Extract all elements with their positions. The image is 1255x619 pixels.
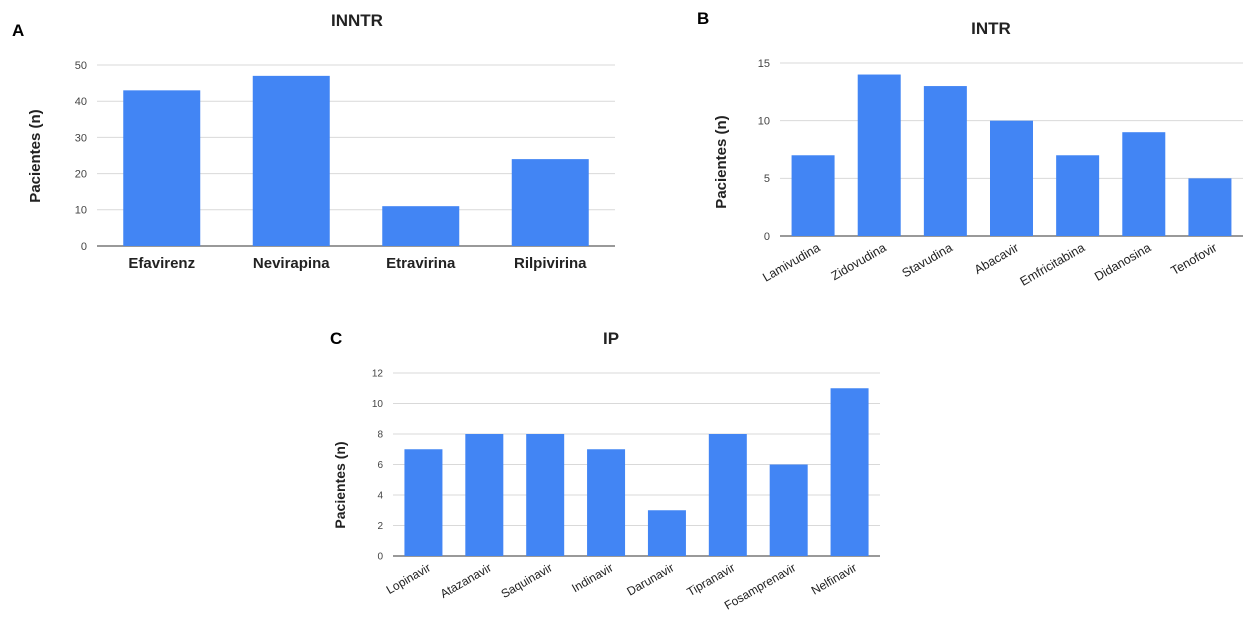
x-tick-label-c-atazanavir: Atazanavir (438, 560, 494, 600)
x-tick-label-b-zidovudina: Zidovudina (829, 240, 889, 283)
bar-b-lamivudina (791, 155, 835, 236)
y-tick-label-c-2: 4 (377, 491, 383, 502)
x-tick-label-c-indinavir: Indinavir (569, 560, 615, 595)
chart-panel-b: B INTR Pacientes (n) 0 5 10 15 Lamivudina Zi… (697, 9, 1243, 289)
bar-a-nevirapina (252, 75, 330, 246)
chart-title-b: INTR (971, 19, 1011, 38)
bar-c-nelfinavir (830, 388, 869, 556)
y-tick-label-c-4: 8 (377, 430, 383, 441)
chart-panel-c: C IP Pacientes (n) 0 2 4 6 8 10 12 Lopinavir At… (330, 329, 880, 613)
bar-c-atazanavir (465, 434, 504, 556)
x-tick-label-a-rilpivirina: Rilpivirina (514, 255, 587, 272)
y-tick-label-b-3: 15 (758, 58, 770, 70)
x-ticks-c: Lopinavir Atazanavir Saquinavir Indinavir Da… (384, 560, 859, 612)
bar-c-darunavir (647, 510, 686, 556)
bar-b-zidovudina (857, 74, 901, 237)
panel-letter-b: B (697, 9, 709, 28)
bar-a-efavirenz (123, 90, 201, 246)
x-tick-label-a-efavirenz: Efavirenz (128, 255, 195, 272)
bar-c-fosamprenavir (769, 464, 808, 556)
x-tick-label-a-nevirapina: Nevirapina (253, 255, 330, 272)
x-tick-label-c-darunavir: Darunavir (624, 560, 676, 598)
bar-c-lopinavir (404, 449, 443, 556)
chart-panel-a: A INNTR Pacientes (n) 0 10 20 30 40 50 Efavir… (12, 11, 615, 272)
y-tick-label-a-1: 10 (75, 205, 87, 217)
y-tick-label-a-3: 30 (75, 132, 87, 144)
y-axis-label-c: Pacientes (n) (332, 441, 348, 528)
bars-c (404, 388, 869, 556)
x-tick-label-c-lopinavir: Lopinavir (384, 560, 433, 596)
x-tick-label-b-lamivudina: Lamivudina (760, 240, 822, 284)
x-ticks-a: Efavirenz Nevirapina Etravirina Rilpivirina (128, 255, 587, 272)
y-tick-label-c-5: 10 (372, 399, 384, 410)
y-tick-label-c-3: 6 (377, 460, 383, 471)
bars-b (791, 74, 1232, 237)
bar-c-saquinavir (526, 434, 565, 556)
y-tick-label-a-4: 40 (75, 96, 87, 108)
x-tick-label-b-stavudina: Stavudina (900, 240, 955, 280)
x-tick-label-c-nelfinavir: Nelfinavir (809, 560, 859, 597)
x-tick-label-b-abacavir: Abacavir (972, 240, 1021, 276)
y-tick-label-a-0: 0 (81, 241, 87, 253)
x-tick-label-a-etravirina: Etravirina (386, 255, 456, 272)
bar-c-tipranavir (708, 434, 747, 556)
y-tick-label-b-2: 10 (758, 116, 770, 128)
x-tick-label-c-tipranavir: Tipranavir (684, 560, 737, 599)
chart-title-a: INNTR (331, 11, 383, 30)
bar-b-abacavir (990, 120, 1033, 236)
y-tick-label-c-1: 2 (377, 521, 383, 532)
bars-a (123, 75, 589, 246)
y-tick-label-c-6: 12 (372, 369, 384, 380)
y-ticks-c: 0 2 4 6 8 10 12 (372, 369, 384, 563)
panel-letter-c: C (330, 329, 342, 348)
chart-title-c: IP (603, 329, 619, 348)
bar-a-rilpivirina (511, 159, 589, 246)
y-tick-label-b-1: 5 (764, 173, 770, 185)
y-tick-label-c-0: 0 (377, 552, 383, 563)
y-tick-label-b-0: 0 (764, 231, 770, 243)
bar-c-indinavir (587, 449, 626, 556)
x-tick-label-b-didanosina: Didanosina (1092, 240, 1153, 283)
y-axis-label-a: Pacientes (n) (27, 109, 44, 202)
y-axis-label-b: Pacientes (n) (713, 115, 730, 208)
y-tick-label-a-2: 20 (75, 168, 87, 180)
bar-b-didanosina (1122, 132, 1166, 236)
x-tick-label-b-emfricitabina: Emfricitabina (1018, 240, 1088, 288)
y-tick-label-a-5: 50 (75, 60, 87, 72)
bar-b-emfricitabina (1056, 155, 1100, 236)
bar-a-etravirina (382, 206, 460, 246)
bar-b-tenofovir (1188, 178, 1232, 236)
x-tick-label-b-tenofovir: Tenofovir (1168, 240, 1219, 277)
x-tick-label-c-saquinavir: Saquinavir (499, 560, 555, 600)
y-ticks-a: 0 10 20 30 40 50 (75, 60, 87, 253)
x-ticks-b: Lamivudina Zidovudina Stavudina AbacavirEmf… (760, 240, 1219, 288)
bar-b-stavudina (923, 86, 967, 236)
y-ticks-b: 0 5 10 15 (758, 58, 770, 243)
panel-letter-a: A (12, 21, 24, 40)
